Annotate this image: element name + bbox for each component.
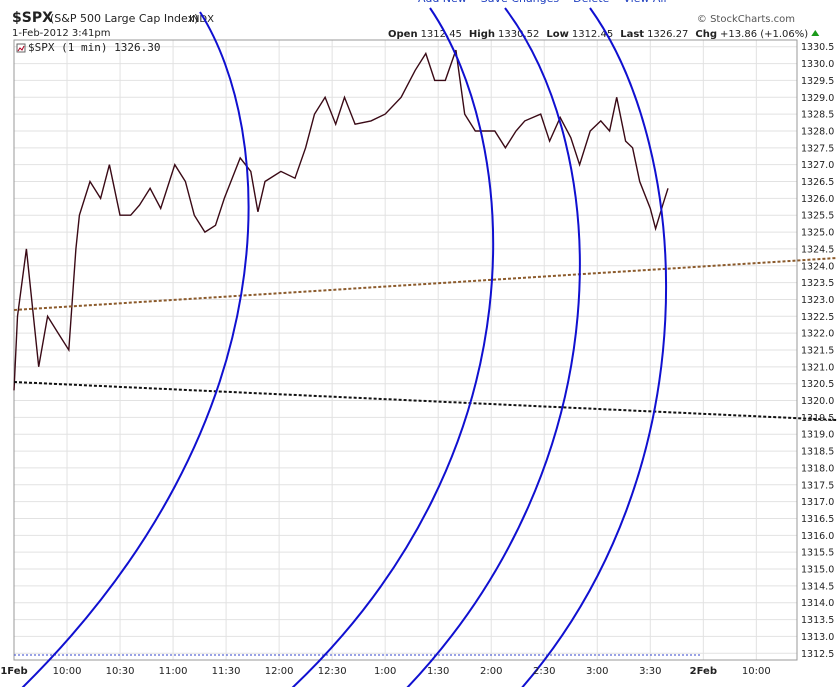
y-tick-label: 1321.5 [801,346,834,357]
legend: $SPX (1 min) 1326.30 [28,41,160,54]
arc [521,7,668,687]
y-tick-label: 1328.0 [801,126,834,137]
y-tick-label: 1327.0 [801,160,834,171]
y-tick-label: 1313.0 [801,632,834,643]
stat-value: +13.86 (+1.06%) [720,29,808,40]
plot-frame [13,39,798,661]
x-tick-label: 1:30 [427,666,449,677]
stat-value: 1326.27 [647,29,688,40]
y-tick-label: 1327.5 [801,143,834,154]
legend-icon [16,43,26,53]
stat-label: High [469,29,495,40]
y-tick-label: 1319.5 [801,413,834,424]
y-tick-label: 1316.0 [801,531,834,542]
x-tick-label: 12:00 [265,666,294,677]
stat-value: 1312.45 [572,29,613,40]
y-tick-label: 1320.5 [801,379,834,390]
symbol: $SPX [12,10,53,26]
up-arrow [811,30,820,36]
stat-label: Chg [695,29,717,40]
y-tick-label: 1315.0 [801,565,834,576]
stats: Open 1312.45 High 1330.52 Low 1312.45 Last 1326… [388,29,808,40]
x-tick-label: 2:30 [533,666,555,677]
x-tick-label: 3:00 [586,666,608,677]
y-tick-label: 1319.0 [801,430,834,441]
legend-name: $SPX (1 min) [28,41,107,54]
x-tick-label: 12:30 [318,666,347,677]
fib-arcs [21,7,668,687]
y-tick-label: 1320.0 [801,396,834,407]
copyright: © StockCharts.com [697,14,795,25]
y-tick-label: 1324.0 [801,261,834,272]
x-tick-label: 1:00 [374,666,396,677]
toolbar-link: Add New [418,0,467,5]
x-tick-label: 10:30 [106,666,135,677]
x-tick-label: 2Feb [690,666,717,677]
y-tick-label: 1322.0 [801,329,834,340]
y-tick-label: 1329.5 [801,76,834,87]
y-tick-label: 1318.5 [801,447,834,458]
x-tick-label: 2:00 [480,666,502,677]
stat-label: Low [546,29,568,40]
marks [13,49,669,391]
arc [406,7,581,687]
y-tick-label: 1324.5 [801,244,834,255]
y-tick-label: 1321.0 [801,362,834,373]
y-tick-label: 1318.0 [801,463,834,474]
y-tick-label: 1317.5 [801,480,834,491]
x-tick-label: 10:00 [53,666,82,677]
stat-value: 1312.45 [421,29,462,40]
y-tick-label: 1329.0 [801,93,834,104]
toolbar-link: Delete [573,0,609,5]
x-tick-label: 3:30 [639,666,661,677]
toolbar-link: View All [623,0,666,5]
y-tick-label: 1328.5 [801,110,834,121]
y-tick-label: 1326.5 [801,177,834,188]
y-tick-label: 1330.5 [801,42,834,53]
x-tick-label: 1Feb [0,666,27,677]
trend-line [13,381,837,421]
price-line [13,49,669,391]
y-tick-label: 1330.0 [801,59,834,70]
x-tick-label: 11:00 [159,666,188,677]
y-tick-label: 1316.5 [801,514,834,525]
toolbar: Add New Save Changes Delete View All [418,0,667,5]
stat-value: 1330.52 [498,29,539,40]
x-tick-label: 10:00 [742,666,771,677]
y-tick-label: 1313.5 [801,615,834,626]
exchange: INDX [189,14,214,25]
y-tick-label: 1315.5 [801,548,834,559]
grid [13,40,797,660]
y-tick-label: 1322.5 [801,312,834,323]
legend-last: 1326.30 [114,41,160,54]
y-tick-label: 1312.5 [801,649,834,660]
y-tick-label: 1325.0 [801,228,834,239]
y-tick-label: 1317.0 [801,497,834,508]
datetime: 1-Feb-2012 3:41pm [12,28,110,39]
toolbar-link: Save Changes [481,0,560,5]
y-tick-label: 1314.5 [801,581,834,592]
arc [21,11,250,687]
y-tick-label: 1323.5 [801,278,834,289]
x-tick-label: 11:30 [212,666,241,677]
stat-label: Last [620,29,644,40]
y-tick-label: 1314.0 [801,598,834,609]
symbol-name: (S&P 500 Large Cap Index) [50,12,198,25]
y-tick-label: 1325.5 [801,211,834,222]
y-tick-label: 1326.0 [801,194,834,205]
y-tick-label: 1323.0 [801,295,834,306]
trend-line [13,257,837,311]
legend-icon [17,45,25,52]
arc [291,7,495,687]
stat-label: Open [388,29,418,40]
